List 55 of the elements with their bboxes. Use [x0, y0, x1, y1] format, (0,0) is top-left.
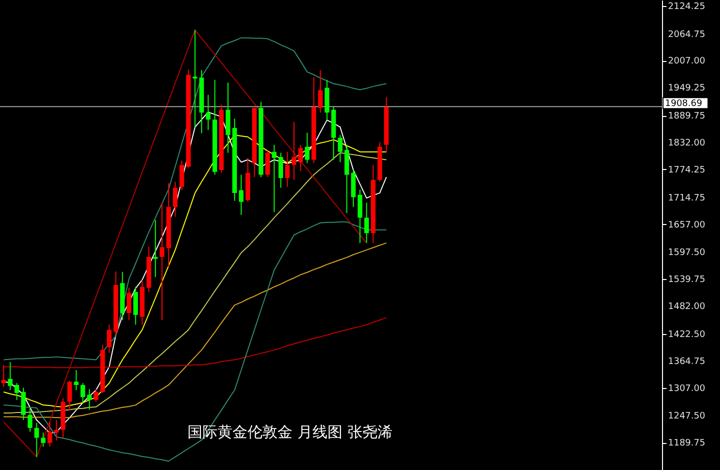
candlestick — [1, 364, 6, 388]
candlestick — [285, 151, 290, 188]
candlestick — [74, 370, 79, 391]
y-tick-label: 1889.75 — [668, 112, 706, 122]
candlestick — [67, 380, 72, 412]
candlestick — [106, 324, 112, 354]
candlestick — [8, 362, 13, 391]
y-tick-label: 1657.00 — [668, 220, 706, 230]
candlestick — [94, 388, 98, 402]
candlestick — [265, 150, 270, 178]
candlestick — [179, 160, 184, 191]
y-tick-label: 1189.75 — [668, 438, 706, 449]
candlestick — [28, 407, 32, 432]
candlestick — [40, 432, 46, 448]
candlestick — [238, 174, 244, 216]
candlestick — [298, 144, 303, 172]
y-tick-label: 1597.50 — [668, 248, 706, 258]
line-series — [3, 317, 387, 368]
candlestick — [304, 132, 310, 164]
y-tick-label: 1774.25 — [668, 165, 706, 176]
y-tick-label: 1539.75 — [668, 275, 706, 286]
candlestick — [192, 29, 198, 128]
candlestick — [172, 181, 178, 218]
y-tick-label: 1364.75 — [668, 356, 706, 367]
candlestick — [206, 94, 211, 130]
y-tick-label: 1307.00 — [668, 384, 706, 394]
y-tick-label: 2064.75 — [668, 30, 706, 40]
candlestick — [364, 202, 369, 244]
candlestick — [133, 286, 138, 326]
y-tick-label: 2124.25 — [668, 2, 706, 12]
ref-line-label: 1908.69 — [665, 99, 702, 110]
candlestick — [87, 388, 92, 410]
y-tick-label: 1247.50 — [668, 412, 706, 422]
candlestick — [278, 152, 284, 188]
y-tick-label: 2007.00 — [668, 56, 706, 67]
annotation: 国际黄金伦敦金 月线图 张尧浠 — [188, 423, 392, 441]
y-tick-label: 1714.75 — [668, 193, 706, 204]
candlestick — [272, 144, 276, 213]
candlestick — [153, 220, 158, 278]
candlestick — [34, 422, 39, 458]
candlestick — [338, 134, 342, 163]
candlestick — [21, 387, 26, 421]
y-tick-label: 1949.25 — [668, 84, 706, 94]
candlestick — [292, 121, 296, 180]
candlestick — [14, 382, 20, 400]
candlestick — [80, 382, 86, 404]
candlestick — [318, 70, 323, 114]
y-tick-label: 1482.00 — [668, 302, 706, 312]
candlestick — [126, 287, 132, 321]
line-series — [3, 37, 387, 360]
candlestick — [358, 189, 362, 244]
y-tick-label: 1832.00 — [668, 138, 706, 148]
candlestick — [160, 202, 164, 321]
y-tick-label: 1422.50 — [668, 330, 706, 340]
candlestick — [48, 421, 52, 448]
